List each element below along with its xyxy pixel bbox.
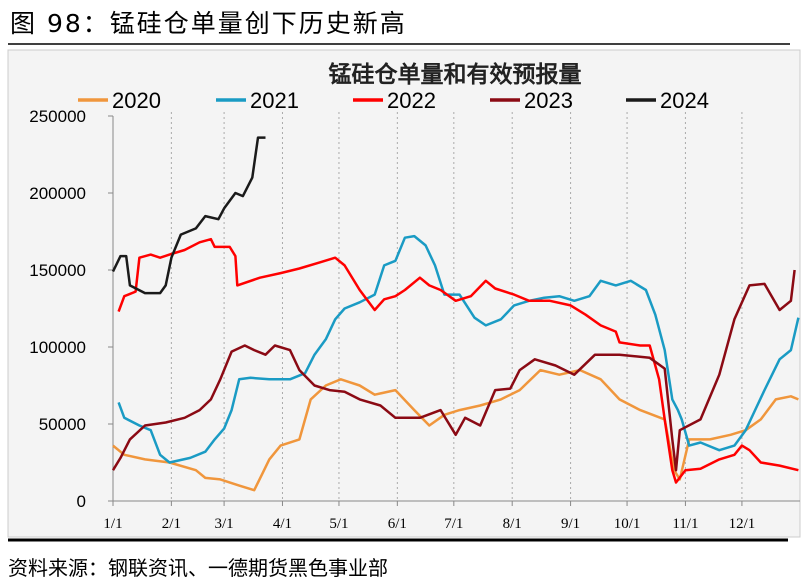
legend-item-2020: 2020 [78,88,161,113]
axes: 1/1 2/1 3/1 4/1 5/1 6/1 7/1 8/1 9/1 10/1 11/1 12/1 0… [29,107,800,532]
series-line-2023 [111,269,796,472]
x-tick-label: 3/1 [215,516,234,532]
legend: 2020 2021 2022 2023 2024 [78,88,709,113]
y-tick-label: 150000 [29,261,86,280]
x-tick-label: 2/1 [162,516,181,532]
legend-label: 2023 [524,88,573,113]
legend-item-2023: 2023 [490,88,573,113]
legend-label: 2024 [660,88,709,113]
x-tick-label: 11/1 [672,516,698,532]
x-tick-label: 9/1 [561,516,580,532]
x-tick-label: 5/1 [329,516,348,532]
x-tick-label: 7/1 [444,516,463,532]
chart-area [7,49,801,538]
y-tick-label: 100000 [29,338,86,357]
x-tick-label: 8/1 [503,516,522,532]
legend-label: 2022 [387,88,436,113]
y-tick-label: 200000 [29,184,86,203]
x-tick-label: 4/1 [273,516,292,532]
series-lines [111,136,800,492]
series-line-2022 [117,237,799,484]
series-line-2021 [117,234,800,464]
figure-title: 图 98：锰硅仓单量创下历史新高 [10,9,407,38]
legend-item-2024: 2024 [626,88,709,113]
x-tick-label: 6/1 [388,516,407,532]
x-tick-label: 1/1 [103,516,122,532]
source-note: 资料来源：钢联资讯、一德期货黑色事业部 [8,556,388,580]
legend-label: 2021 [250,88,299,113]
x-tick-label: 12/1 [729,516,756,532]
x-tick-label: 10/1 [614,516,641,532]
y-tick-label: 50000 [39,415,86,434]
chart-title: 锰硅仓单量和有效预报量 [329,61,582,88]
legend-label: 2020 [112,88,161,113]
legend-item-2021: 2021 [216,88,299,113]
y-tick-label: 0 [77,492,86,511]
legend-item-2022: 2022 [353,88,436,113]
series-line-2024 [111,136,266,295]
y-tick-label: 250000 [29,107,86,126]
